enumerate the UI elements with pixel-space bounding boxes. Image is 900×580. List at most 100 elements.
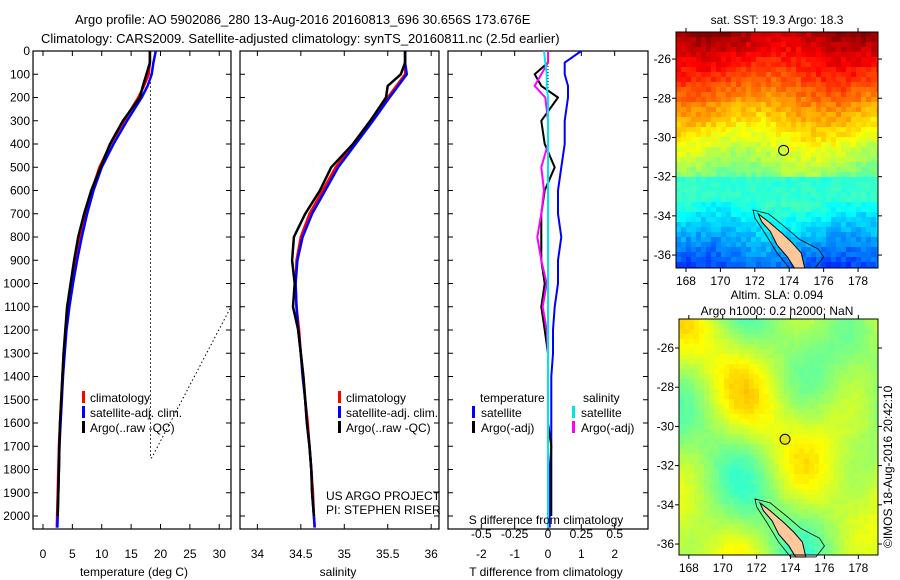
- map-cell: [774, 474, 779, 479]
- map-cell: [704, 419, 709, 424]
- map-cell: [796, 117, 801, 122]
- map-cell: [676, 222, 681, 227]
- map-cell: [801, 232, 806, 237]
- map-cell: [846, 257, 851, 262]
- map-cell: [859, 344, 864, 349]
- map-cell: [691, 182, 696, 187]
- map-cell: [694, 394, 699, 399]
- map-cell: [821, 47, 826, 52]
- map-cell: [699, 494, 704, 499]
- map-cell: [834, 504, 839, 509]
- map-cell: [759, 499, 764, 504]
- map-cell: [694, 414, 699, 419]
- map-cell: [749, 549, 754, 554]
- map-cell: [739, 549, 744, 554]
- map-cell: [771, 47, 776, 52]
- map-cell: [821, 97, 826, 102]
- map-cell: [836, 52, 841, 57]
- map-cell: [676, 152, 681, 157]
- map-cell: [739, 454, 744, 459]
- map-cell: [679, 344, 684, 349]
- map-cell: [791, 202, 796, 207]
- map-cell: [844, 539, 849, 544]
- map-cell: [726, 37, 731, 42]
- map-cell: [771, 222, 776, 227]
- map-cell: [809, 504, 814, 509]
- map-cell: [686, 152, 691, 157]
- map-cell: [816, 172, 821, 177]
- map-cell: [766, 152, 771, 157]
- map-cell: [689, 494, 694, 499]
- map-cell: [791, 52, 796, 57]
- map-cell: [776, 162, 781, 167]
- map-cell: [846, 147, 851, 152]
- map-cell: [689, 454, 694, 459]
- map-cell: [809, 469, 814, 474]
- map-cell: [874, 539, 878, 544]
- map-cell: [769, 504, 774, 509]
- map-cell: [866, 227, 871, 232]
- map-cell: [759, 334, 764, 339]
- map-cell: [814, 349, 819, 354]
- map-cell: [856, 227, 861, 232]
- map-cell: [794, 519, 799, 524]
- map-cell: [751, 222, 756, 227]
- map-cell: [689, 509, 694, 514]
- map-cell: [706, 122, 711, 127]
- map-cell: [726, 257, 731, 262]
- map-cell: [771, 192, 776, 197]
- map-cell: [834, 514, 839, 519]
- map-cell: [821, 232, 826, 237]
- map-cell: [861, 262, 866, 267]
- map-cell: [684, 379, 689, 384]
- map-cell: [806, 237, 811, 242]
- map-cell: [691, 107, 696, 112]
- map-cell: [851, 102, 856, 107]
- map-cell: [766, 202, 771, 207]
- map-cell: [719, 349, 724, 354]
- map-cell: [734, 489, 739, 494]
- map-cell: [801, 172, 806, 177]
- map-cell: [679, 419, 684, 424]
- map-cell: [764, 529, 769, 534]
- map-cell: [871, 122, 876, 127]
- map-cell: [724, 389, 729, 394]
- map-cell: [679, 384, 684, 389]
- map-cell: [731, 182, 736, 187]
- map-cell: [744, 374, 749, 379]
- map-cell: [846, 137, 851, 142]
- profile-line-salinity-satellite: [543, 50, 549, 528]
- map-cell: [839, 389, 844, 394]
- map-cell: [876, 162, 878, 167]
- map-cell: [826, 132, 831, 137]
- map-cell: [831, 132, 836, 137]
- map-cell: [759, 374, 764, 379]
- map-cell: [826, 222, 831, 227]
- map-cell: [741, 197, 746, 202]
- map-cell: [794, 364, 799, 369]
- map-cell: [769, 404, 774, 409]
- map-cell: [741, 132, 746, 137]
- map-cell: [726, 82, 731, 87]
- map-cell: [796, 207, 801, 212]
- map-cell: [739, 504, 744, 509]
- map-cell: [844, 479, 849, 484]
- map-cell: [869, 339, 874, 344]
- map-cell: [851, 107, 856, 112]
- map-cell: [791, 127, 796, 132]
- map-cell: [706, 227, 711, 232]
- map-cell: [814, 409, 819, 414]
- map-cell: [806, 47, 811, 52]
- map-cell: [819, 369, 824, 374]
- map-cell: [834, 539, 839, 544]
- map-cell: [841, 197, 846, 202]
- map-cell: [766, 122, 771, 127]
- map-cell: [846, 187, 851, 192]
- map-cell: [709, 414, 714, 419]
- map-cell: [854, 364, 859, 369]
- map-cell: [796, 142, 801, 147]
- map-cell: [689, 424, 694, 429]
- map-cell: [686, 182, 691, 187]
- map-cell: [741, 87, 746, 92]
- map-cell: [711, 147, 716, 152]
